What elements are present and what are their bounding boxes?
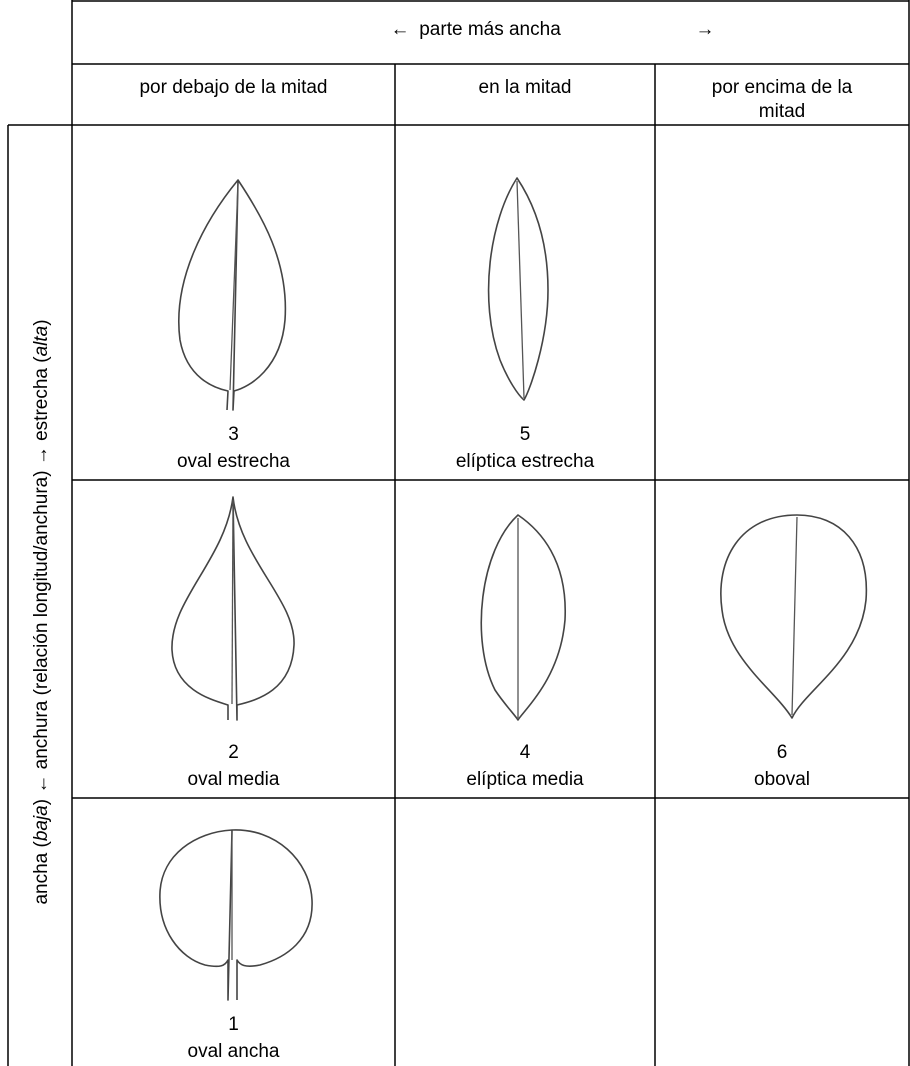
column-header: por debajo de la mitad [72, 76, 395, 100]
leaf-drawing [481, 515, 565, 720]
side-label-part: baja [31, 805, 52, 841]
page: {"header": {"arrow_left": "←", "title": … [0, 0, 910, 1066]
leaf-number: 3 [72, 423, 395, 447]
leaf-name: oval ancha [72, 1040, 395, 1064]
leaf-name: elíptica estrecha [395, 450, 655, 474]
side-label-part: ) [31, 319, 52, 325]
leaf-name: oboval [655, 768, 909, 792]
side-label-part: ancha ( [31, 841, 52, 905]
leaf-drawing [179, 180, 286, 410]
leaf-drawing [160, 830, 312, 1000]
leaf-number: 2 [72, 741, 395, 765]
side-label: ancha (baja) ← anchura (relación longitu… [31, 319, 52, 904]
leaf-drawing [489, 178, 548, 400]
leaf-drawing [172, 497, 294, 720]
leaf-number: 6 [655, 741, 909, 765]
leaf-drawing [721, 515, 867, 718]
leaf-name: elíptica media [395, 768, 655, 792]
column-header: en la mitad [395, 76, 655, 100]
side-label-part: ) ← anchura (relación longitud/anchura) … [31, 356, 52, 806]
leaf-number: 1 [72, 1013, 395, 1037]
arrow-right: → [690, 18, 720, 42]
leaf-name: oval estrecha [72, 450, 395, 474]
table-grid: ancha (baja) ← anchura (relación longitu… [0, 0, 910, 1066]
side-label-part: alta [31, 326, 52, 357]
column-header: por encima de la mitad [687, 76, 877, 124]
leaf-number: 4 [395, 741, 655, 765]
header-title: parte más ancha [390, 18, 590, 42]
leaf-name: oval media [72, 768, 395, 792]
leaf-number: 5 [395, 423, 655, 447]
